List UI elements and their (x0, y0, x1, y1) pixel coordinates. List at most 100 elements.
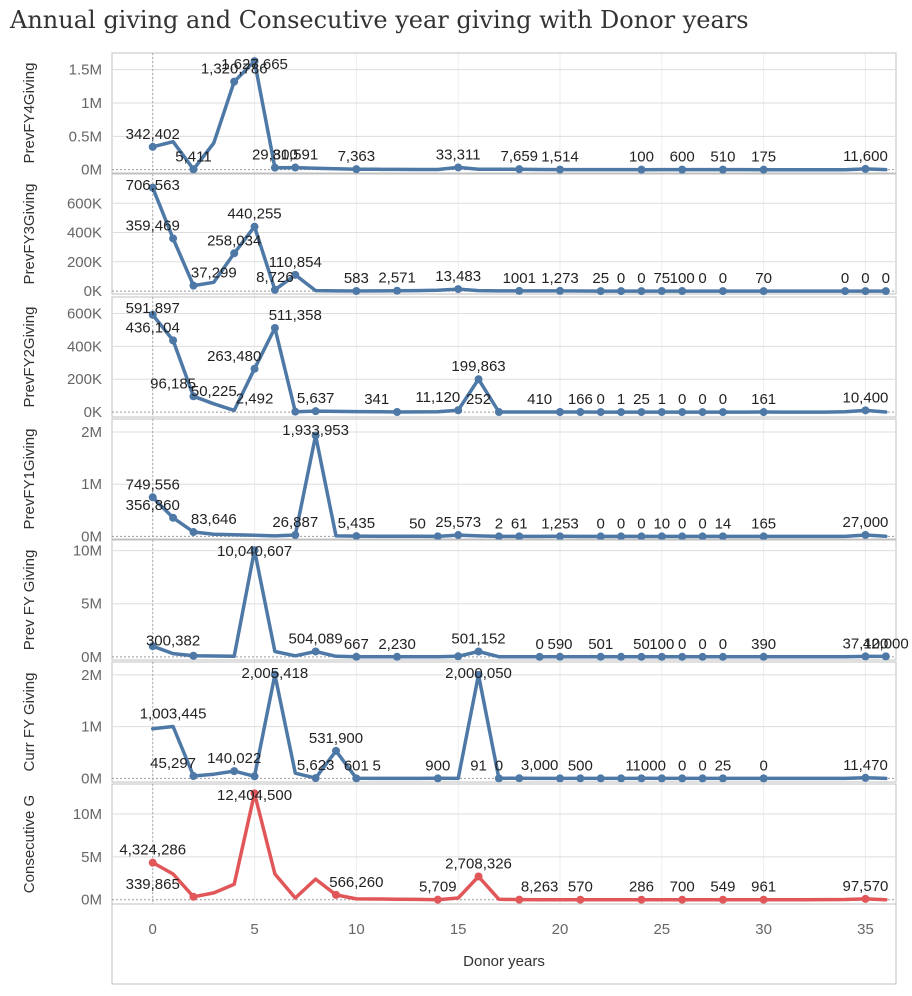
data-point[interactable] (169, 336, 178, 345)
data-point[interactable] (718, 895, 727, 904)
data-point[interactable] (637, 895, 646, 904)
data-point[interactable] (596, 287, 605, 296)
data-point[interactable] (189, 892, 198, 901)
data-point[interactable] (718, 774, 727, 783)
data-point[interactable] (169, 234, 178, 243)
data-point[interactable] (718, 532, 727, 541)
data-point[interactable] (556, 408, 564, 417)
data-point[interactable] (718, 652, 727, 661)
data-point[interactable] (617, 408, 626, 417)
data-point[interactable] (678, 287, 687, 296)
data-point[interactable] (657, 774, 666, 783)
data-point[interactable] (515, 895, 524, 904)
data-point[interactable] (250, 364, 259, 373)
data-point[interactable] (759, 165, 768, 174)
data-point[interactable] (698, 532, 707, 541)
data-point[interactable] (718, 408, 727, 417)
data-point[interactable] (617, 774, 626, 783)
data-point[interactable] (556, 286, 564, 295)
data-point[interactable] (189, 392, 198, 401)
data-point[interactable] (291, 530, 300, 539)
data-point[interactable] (861, 287, 870, 296)
data-point[interactable] (515, 774, 524, 783)
data-point[interactable] (861, 164, 870, 173)
data-point[interactable] (189, 772, 198, 781)
data-point[interactable] (332, 746, 340, 755)
data-point[interactable] (250, 222, 259, 231)
data-point[interactable] (454, 163, 463, 172)
data-point[interactable] (576, 774, 585, 783)
data-point[interactable] (454, 531, 463, 540)
data-point[interactable] (698, 408, 707, 417)
data-point[interactable] (270, 670, 279, 679)
data-point[interactable] (678, 532, 687, 541)
data-point[interactable] (332, 890, 340, 899)
data-point[interactable] (759, 408, 768, 417)
data-point[interactable] (759, 774, 768, 783)
data-point[interactable] (556, 652, 564, 661)
data-point[interactable] (861, 406, 870, 415)
data-point[interactable] (556, 532, 564, 541)
data-point[interactable] (861, 894, 870, 903)
data-point[interactable] (270, 324, 279, 333)
data-point[interactable] (494, 774, 503, 783)
data-point[interactable] (433, 774, 442, 783)
data-point[interactable] (291, 163, 300, 172)
data-point[interactable] (759, 532, 768, 541)
data-point[interactable] (657, 532, 666, 541)
data-point[interactable] (657, 408, 666, 417)
data-point[interactable] (881, 652, 890, 661)
data-point[interactable] (454, 406, 463, 415)
data-point[interactable] (250, 57, 259, 66)
data-point[interactable] (637, 774, 646, 783)
data-point[interactable] (861, 652, 870, 661)
data-point[interactable] (189, 281, 198, 290)
data-point[interactable] (637, 532, 646, 541)
data-point[interactable] (617, 652, 626, 661)
data-point[interactable] (881, 287, 890, 296)
data-point[interactable] (352, 652, 361, 661)
data-point[interactable] (637, 652, 646, 661)
data-point[interactable] (596, 774, 605, 783)
data-point[interactable] (678, 774, 687, 783)
data-point[interactable] (311, 774, 320, 783)
data-point[interactable] (759, 652, 768, 661)
data-point[interactable] (393, 408, 402, 417)
data-point[interactable] (657, 287, 666, 296)
data-point[interactable] (617, 532, 626, 541)
data-point[interactable] (230, 249, 239, 258)
data-point[interactable] (148, 183, 157, 192)
data-point[interactable] (148, 642, 157, 651)
data-point[interactable] (494, 408, 503, 417)
data-point[interactable] (576, 895, 585, 904)
data-point[interactable] (311, 407, 320, 416)
data-point[interactable] (861, 530, 870, 539)
data-point[interactable] (698, 774, 707, 783)
data-point[interactable] (352, 532, 361, 541)
data-point[interactable] (270, 285, 279, 294)
data-point[interactable] (189, 528, 198, 537)
data-point[interactable] (250, 789, 259, 798)
data-point[interactable] (169, 513, 178, 522)
data-point[interactable] (515, 286, 524, 295)
data-point[interactable] (148, 858, 157, 867)
data-point[interactable] (556, 165, 564, 174)
data-point[interactable] (393, 652, 402, 661)
data-point[interactable] (148, 493, 157, 502)
data-point[interactable] (494, 532, 503, 541)
data-point[interactable] (718, 287, 727, 296)
data-point[interactable] (596, 408, 605, 417)
data-point[interactable] (698, 652, 707, 661)
data-point[interactable] (678, 652, 687, 661)
data-point[interactable] (454, 652, 463, 661)
data-point[interactable] (576, 408, 585, 417)
data-point[interactable] (352, 165, 361, 174)
data-point[interactable] (474, 647, 483, 656)
data-point[interactable] (230, 767, 239, 776)
data-point[interactable] (637, 165, 646, 174)
data-point[interactable] (270, 163, 279, 172)
data-point[interactable] (454, 285, 463, 294)
data-point[interactable] (189, 165, 198, 174)
data-point[interactable] (596, 532, 605, 541)
data-point[interactable] (678, 408, 687, 417)
